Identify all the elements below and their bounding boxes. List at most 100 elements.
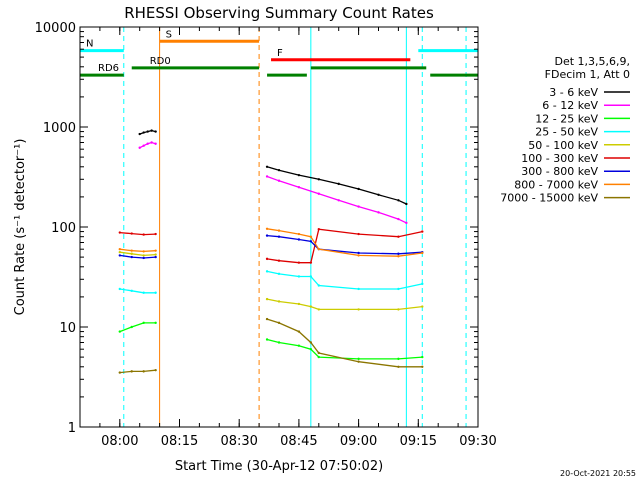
series-1-point xyxy=(138,146,141,149)
flag-bars: N S F RD0 RD6 xyxy=(80,29,478,77)
series-4-point xyxy=(421,305,424,308)
y-tick-label: 1 xyxy=(68,421,76,436)
series-5-point xyxy=(154,232,157,236)
series-6-point xyxy=(118,254,122,257)
series-8-point xyxy=(154,368,157,372)
series-0-point xyxy=(138,132,141,136)
legend-entry-label: 6 - 12 keV xyxy=(542,99,598,112)
series-5-point xyxy=(118,231,122,234)
series-8-point xyxy=(309,341,313,344)
series-4-point xyxy=(317,308,320,311)
series-2-point xyxy=(154,321,157,325)
series-0-point xyxy=(377,193,380,196)
series-3-point xyxy=(397,287,400,291)
series-5-point xyxy=(277,259,281,262)
flag-label-s: S xyxy=(166,29,172,40)
series-0-point xyxy=(154,130,157,133)
series-2-point xyxy=(265,338,269,341)
series-3-point xyxy=(297,275,301,278)
series-1-point xyxy=(277,179,281,182)
x-tick-label: 08:00 xyxy=(101,434,138,449)
series-7-point xyxy=(142,250,145,253)
series-8-point xyxy=(297,330,301,333)
x-tick-label: 09:30 xyxy=(459,434,496,449)
series-0-point xyxy=(150,129,153,132)
series-5-point xyxy=(317,228,320,231)
series-2-point xyxy=(397,357,400,361)
series-3-point xyxy=(357,287,360,291)
series-4-segment-1 xyxy=(266,298,423,311)
legend-entry-label: 12 - 25 keV xyxy=(535,112,598,125)
series-7-point xyxy=(130,249,133,252)
series-1-point xyxy=(397,217,400,221)
series-4-point xyxy=(309,305,313,308)
x-tick-label: 08:45 xyxy=(280,434,317,449)
x-tick-label: 08:15 xyxy=(161,434,198,449)
legend-header-line: Det 1,3,5,6,9, xyxy=(554,55,630,68)
series-2-segment-0 xyxy=(119,322,156,333)
series-4-point xyxy=(277,300,281,303)
legend-entry-label: 50 - 100 keV xyxy=(528,139,598,152)
series-5-point xyxy=(297,261,301,264)
series-3-point xyxy=(317,284,320,287)
x-axis-label: Start Time (30-Apr-12 07:50:02) xyxy=(175,459,383,474)
series-3-point xyxy=(309,275,313,278)
series-4-point xyxy=(154,253,157,256)
y-tick-label: 10 xyxy=(59,321,76,336)
series-2-point xyxy=(142,321,145,325)
legend-entry-label: 3 - 6 keV xyxy=(549,86,598,99)
series-7-point xyxy=(277,229,281,232)
x-tick-label: 09:15 xyxy=(400,434,437,449)
series-6-point xyxy=(397,252,400,255)
series-6-point xyxy=(130,255,133,259)
series-7-point xyxy=(118,247,122,251)
series-1-point xyxy=(405,221,408,225)
series-8-point xyxy=(265,317,269,321)
series-3-segment-0 xyxy=(119,288,156,294)
series-0-point xyxy=(317,178,320,181)
series-8-segment-0 xyxy=(119,369,156,374)
flag-label-n: N xyxy=(86,39,93,50)
series-1-point xyxy=(265,175,269,178)
series-0-point xyxy=(277,168,281,172)
series-3-segment-1 xyxy=(266,270,423,290)
legend-entry-label: 25 - 50 keV xyxy=(535,126,598,139)
series-6-point xyxy=(265,234,269,237)
series-7-point xyxy=(297,232,301,236)
legend-entry-label: 800 - 7000 keV xyxy=(514,178,598,191)
y-tick-label: 100 xyxy=(51,221,76,236)
series-7-point xyxy=(421,251,424,255)
series-7-point xyxy=(397,255,400,258)
series-8-point xyxy=(118,371,122,374)
series-8-point xyxy=(421,365,424,368)
series-3-point xyxy=(142,291,145,294)
series-4-point xyxy=(265,297,269,301)
y-tick-label: 1000 xyxy=(43,121,76,136)
series-8-point xyxy=(277,321,281,325)
series-0-point xyxy=(397,199,400,202)
flag-label-rd0: RD0 xyxy=(150,56,171,67)
series-5-point xyxy=(142,233,145,236)
series-3-point xyxy=(421,282,424,286)
series-0-point xyxy=(265,165,269,168)
series-0-point xyxy=(142,131,145,134)
series-0-point xyxy=(357,187,360,191)
series-5-point xyxy=(130,232,133,235)
series-8-point xyxy=(142,370,145,373)
legend-entry-label: 100 - 300 keV xyxy=(521,152,598,165)
flag-label-rd6: RD6 xyxy=(98,63,119,74)
series-2-point xyxy=(309,347,313,351)
series-2-point xyxy=(297,344,301,347)
series-2-point xyxy=(357,357,360,361)
series-0-point xyxy=(405,202,408,206)
series-3-point xyxy=(154,291,157,294)
series-1-point xyxy=(154,142,157,145)
y-tick-label: 10000 xyxy=(35,21,76,36)
flag-label-f: F xyxy=(277,48,283,59)
series-5-point xyxy=(265,257,269,261)
x-tick-label: 08:30 xyxy=(220,434,257,449)
series-1-point xyxy=(142,144,145,147)
series-6-point xyxy=(357,251,360,255)
series-4-point xyxy=(130,252,133,255)
